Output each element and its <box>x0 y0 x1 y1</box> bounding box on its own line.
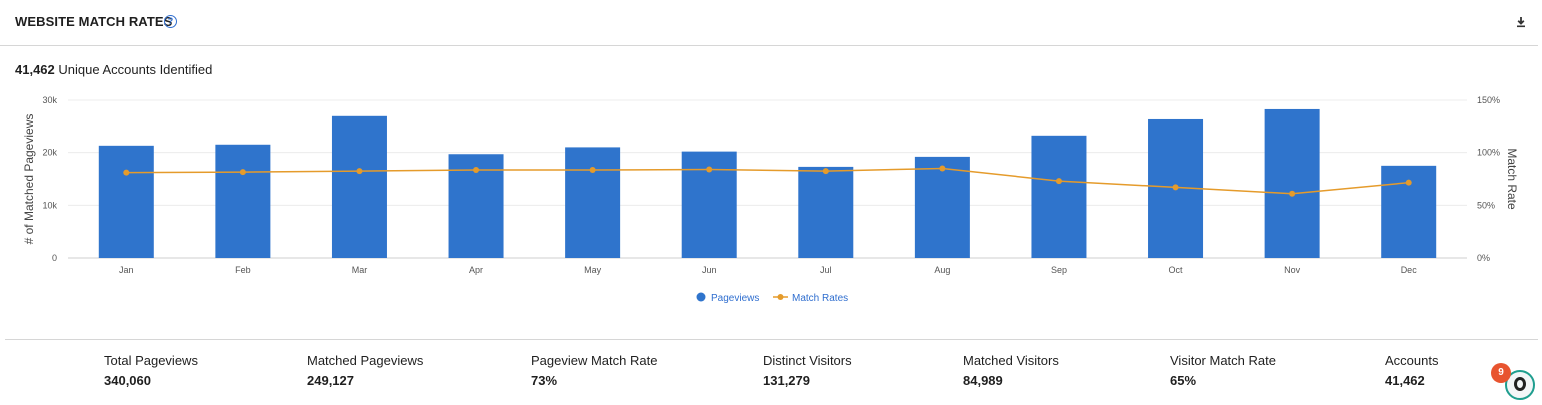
bar-aug <box>914 156 970 258</box>
y2-tick-label: 50% <box>1477 200 1495 210</box>
x-tick-label: Feb <box>235 265 251 275</box>
widget-title: WEBSITE MATCH RATES <box>15 14 173 29</box>
stat-visitor-match-rate: Visitor Match Rate 65% <box>1170 353 1276 388</box>
question-circle-icon[interactable]: ? <box>164 15 177 28</box>
y-axis-title: # of Matched Pageviews <box>22 114 36 245</box>
match-rate-point-jan <box>123 169 130 176</box>
bar-nov <box>1264 108 1320 258</box>
legend-match-rates-marker <box>777 294 784 300</box>
y2-tick-label: 100% <box>1477 148 1500 158</box>
download-icon[interactable] <box>1514 15 1528 29</box>
match-rate-point-nov <box>1289 190 1296 197</box>
bar-may <box>565 147 621 258</box>
match-rate-point-jun <box>706 166 713 173</box>
stat-label: Matched Visitors <box>963 353 1059 368</box>
y2-tick-label: 150% <box>1477 95 1500 105</box>
stat-value: 131,279 <box>763 373 810 388</box>
stat-label: Visitor Match Rate <box>1170 353 1276 368</box>
match-rate-point-sep <box>1055 178 1062 185</box>
stat-value: 340,060 <box>104 373 151 388</box>
unique-accounts-label: Unique Accounts Identified <box>58 62 213 77</box>
legend-pageviews-marker <box>696 292 706 302</box>
y-tick-label: 0 <box>52 253 57 263</box>
x-tick-label: Jan <box>119 265 134 275</box>
bar-jan <box>98 145 154 258</box>
bar-mar <box>331 115 387 258</box>
match-rate-point-may <box>589 167 596 174</box>
bar-sep <box>1031 135 1087 258</box>
match-rate-point-aug <box>939 165 946 172</box>
stat-matched-pageviews: Matched Pageviews 249,127 <box>307 353 423 388</box>
stat-pageview-match-rate: Pageview Match Rate 73% <box>531 353 657 388</box>
divider <box>5 339 1538 340</box>
x-tick-label: Dec <box>1401 265 1418 275</box>
match-rates-chart: 0 0% 10k 50% 20k 100% 30k 150% # of Matched Page… <box>22 95 1519 304</box>
legend-match-rates-label: Match Rates <box>792 293 848 304</box>
stat-total-pageviews: Total Pageviews 340,060 <box>104 353 198 388</box>
stat-label: Total Pageviews <box>104 353 198 368</box>
stat-label: Distinct Visitors <box>763 353 852 368</box>
match-rate-point-apr <box>473 167 480 174</box>
stat-value: 73% <box>531 373 558 388</box>
x-tick-label: May <box>584 265 602 275</box>
stat-value: 65% <box>1170 373 1197 388</box>
x-tick-label: Mar <box>352 265 368 275</box>
x-tick-label: Aug <box>934 265 950 275</box>
assistant-launcher-icon[interactable] <box>1505 370 1535 400</box>
match-rate-point-dec <box>1405 179 1412 186</box>
y-tick-label: 10k <box>42 200 57 210</box>
bar-jul <box>798 166 854 258</box>
x-tick-label: Jun <box>702 265 717 275</box>
stat-value: 41,462 <box>1385 373 1425 388</box>
x-tick-label: Jul <box>820 265 832 275</box>
notification-badge[interactable]: 9 <box>1491 363 1511 383</box>
stat-label: Matched Pageviews <box>307 353 424 368</box>
match-rate-point-oct <box>1172 184 1179 191</box>
stats-row: Total Pageviews 340,060 Matched Pageview… <box>0 353 1542 393</box>
unique-accounts-count: 41,462 <box>15 62 55 77</box>
bar-dec <box>1381 165 1437 258</box>
x-tick-label: Nov <box>1284 265 1301 275</box>
x-tick-label: Oct <box>1169 265 1184 275</box>
match-rate-line <box>126 167 1409 195</box>
match-rate-point-jul <box>822 168 829 175</box>
stat-value: 249,127 <box>307 373 354 388</box>
legend-pageviews-label: Pageviews <box>711 293 759 304</box>
stat-accounts: Accounts 41,462 <box>1385 353 1438 388</box>
y-tick-label: 20k <box>42 148 57 158</box>
y-tick-label: 30k <box>42 95 57 105</box>
unique-accounts-summary: 41,462 Unique Accounts Identified <box>15 62 212 77</box>
widget-header: WEBSITE MATCH RATES ? <box>0 0 1538 46</box>
x-tick-label: Sep <box>1051 265 1067 275</box>
bar-feb <box>215 144 271 258</box>
x-tick-label: Apr <box>469 265 483 275</box>
stat-label: Pageview Match Rate <box>531 353 658 368</box>
y2-tick-label: 0% <box>1477 253 1490 263</box>
y2-axis-title: Match Rate <box>1505 148 1519 210</box>
match-rate-point-mar <box>356 168 363 175</box>
assistant-inner-icon <box>1514 377 1526 391</box>
stat-label: Accounts <box>1385 353 1439 368</box>
match-rate-point-feb <box>239 169 246 176</box>
stat-matched-visitors: Matched Visitors 84,989 <box>963 353 1059 388</box>
stat-value: 84,989 <box>963 373 1003 388</box>
stat-distinct-visitors: Distinct Visitors 131,279 <box>763 353 852 388</box>
